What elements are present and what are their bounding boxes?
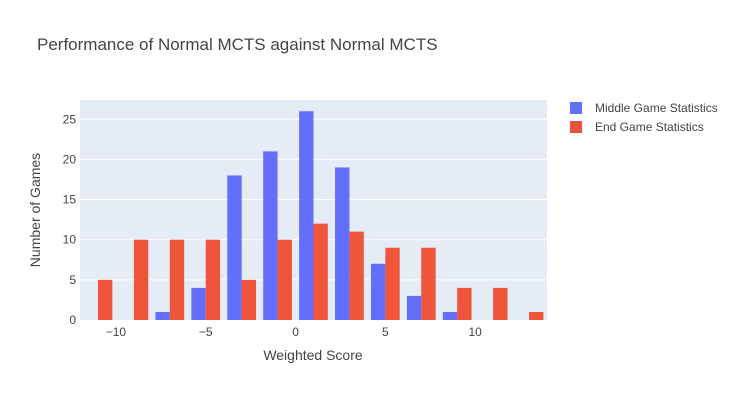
bar[interactable]: [263, 151, 278, 320]
bar[interactable]: [97, 279, 113, 320]
bar[interactable]: [529, 311, 544, 320]
y-tick-label: 10: [63, 233, 77, 247]
bar[interactable]: [442, 311, 458, 320]
bar[interactable]: [169, 239, 185, 320]
bar[interactable]: [385, 247, 400, 320]
legend[interactable]: Middle Game Statistics End Game Statistic…: [570, 101, 718, 134]
bar[interactable]: [205, 239, 221, 320]
x-tick-label: −10: [106, 325, 127, 339]
x-axis-title: Weighted Score: [263, 347, 363, 363]
legend-swatch: [570, 102, 582, 114]
bar[interactable]: [421, 247, 436, 320]
legend-item[interactable]: Middle Game Statistics: [570, 101, 718, 115]
y-tick-label: 15: [63, 193, 77, 207]
bar[interactable]: [227, 175, 242, 320]
bar[interactable]: [155, 311, 170, 320]
x-tick-label: −5: [199, 325, 213, 339]
bar[interactable]: [241, 279, 257, 320]
bar[interactable]: [133, 239, 149, 320]
bar[interactable]: [349, 231, 364, 320]
legend-item[interactable]: End Game Statistics: [570, 120, 704, 134]
legend-label: End Game Statistics: [595, 120, 704, 134]
y-tick-label: 25: [63, 112, 77, 126]
bar[interactable]: [370, 263, 386, 320]
bar[interactable]: [313, 223, 328, 320]
bar[interactable]: [493, 287, 508, 320]
y-tick-label: 5: [69, 273, 76, 287]
x-tick-label: 10: [468, 325, 482, 339]
legend-label: Middle Game Statistics: [595, 101, 718, 115]
bar[interactable]: [299, 111, 314, 320]
x-axis-ticks: −10 −5 0 5 10: [106, 325, 482, 339]
bar[interactable]: [277, 239, 292, 320]
y-tick-label: 20: [63, 152, 77, 166]
bar[interactable]: [457, 287, 472, 320]
x-tick-label: 0: [292, 325, 299, 339]
bar[interactable]: [191, 287, 206, 320]
bar[interactable]: [335, 167, 350, 320]
bar[interactable]: [406, 295, 422, 320]
y-axis-ticks: 0 5 10 15 20 25: [63, 112, 77, 327]
y-axis-title: Number of Games: [27, 153, 43, 267]
chart-title: Performance of Normal MCTS against Norma…: [37, 35, 438, 54]
x-tick-label: 5: [382, 325, 389, 339]
bars: [97, 111, 544, 320]
legend-swatch: [570, 121, 582, 133]
y-tick-label: 0: [69, 313, 76, 327]
